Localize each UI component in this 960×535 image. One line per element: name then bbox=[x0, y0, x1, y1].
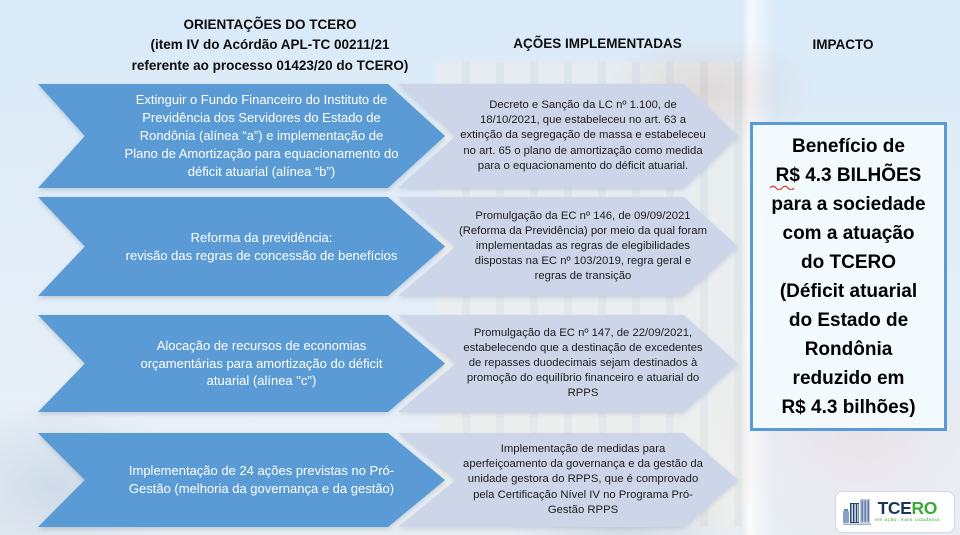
title-line-1: ORIENTAÇÕES DO TCERO bbox=[183, 17, 357, 32]
impact-column-header: IMPACTO bbox=[812, 37, 874, 52]
logo-tce: TCE bbox=[877, 498, 912, 519]
action-text-1: Decreto e Sanção da LC nº 1.100, de 18/1… bbox=[460, 99, 706, 172]
tcero-logo-text: TCERO em ação, mais cidadania bbox=[875, 498, 940, 524]
impact-line: R$ 4.3 bilhões) bbox=[781, 396, 916, 418]
title-line-2: (item IV do Acórdão APL-TC 00211/21 bbox=[150, 37, 390, 53]
action-text-4: Implementação de medidas para aperfeiçoa… bbox=[463, 443, 703, 516]
tcero-logo: TCERO em ação, mais cidadania bbox=[836, 492, 954, 532]
row-1: Decreto e Sanção da LC nº 1.100, de 18/1… bbox=[0, 84, 960, 188]
impact-line: (Déficit atuarial bbox=[779, 280, 918, 302]
title-line-3: referente ao processo 01423/20 do TCERO) bbox=[131, 57, 409, 73]
row-2: Promulgação da EC nº 146, de 09/09/2021 … bbox=[0, 197, 960, 296]
impact-line: do TCERO bbox=[801, 251, 896, 273]
tcero-logo-building-icon bbox=[843, 498, 871, 525]
action-arrow-1: Decreto e Sanção da LC nº 1.100, de 18/1… bbox=[398, 84, 738, 188]
impact-box: Benefício de R$ 4.3 BILHÕES para a socie… bbox=[750, 122, 947, 431]
row-3: Promulgação da EC nº 147, de 22/09/2021,… bbox=[0, 315, 960, 412]
logo-tagline: em ação, mais cidadania bbox=[875, 518, 940, 524]
action-arrow-2: Promulgação da EC nº 146, de 09/09/2021 … bbox=[398, 197, 738, 296]
action-arrow-4: Implementação de medidas para aperfeiçoa… bbox=[398, 433, 738, 527]
orientation-arrow-1: Extinguir o Fundo Financeiro do Institut… bbox=[38, 84, 445, 188]
impact-line: R$ 4.3 BILHÕES bbox=[775, 164, 922, 186]
orientation-arrow-4: Implementação de 24 ações previstas no P… bbox=[38, 433, 445, 527]
orientation-text-4: Implementação de 24 ações previstas no P… bbox=[128, 463, 395, 496]
action-arrow-3: Promulgação da EC nº 147, de 22/09/2021,… bbox=[398, 315, 738, 412]
impact-line: Rondônia bbox=[804, 338, 893, 360]
actions-column-header: AÇÕES IMPLEMENTADAS bbox=[513, 36, 682, 51]
orientation-text-2: Reforma da previdência: revisão das regr… bbox=[125, 229, 398, 263]
impact-line: para a sociedade bbox=[771, 193, 926, 215]
impact-line: reduzido em bbox=[792, 367, 905, 389]
orientation-text-1: Extinguir o Fundo Financeiro do Institut… bbox=[124, 92, 399, 179]
orientation-arrow-2: Reforma da previdência: revisão das regr… bbox=[38, 197, 445, 296]
impact-line: Benefício de bbox=[792, 135, 905, 157]
impact-line: com a atuação bbox=[782, 222, 915, 244]
orientation-text-3: Alocação de recursos de economias orçame… bbox=[140, 337, 383, 389]
action-text-3: Promulgação da EC nº 147, de 22/09/2021,… bbox=[463, 326, 703, 400]
spellcheck-squiggle bbox=[769, 185, 795, 190]
row-4: Implementação de medidas para aperfeiçoa… bbox=[0, 433, 960, 527]
orientations-column-header: ORIENTAÇÕES DO TCERO (item IV do Acórdão… bbox=[80, 15, 460, 76]
action-text-2: Promulgação da EC nº 146, de 09/09/2021 … bbox=[458, 209, 708, 283]
orientation-arrow-3: Alocação de recursos de economias orçame… bbox=[38, 315, 445, 412]
logo-ro: RO bbox=[911, 498, 937, 519]
impact-line: do Estado de bbox=[788, 309, 909, 331]
